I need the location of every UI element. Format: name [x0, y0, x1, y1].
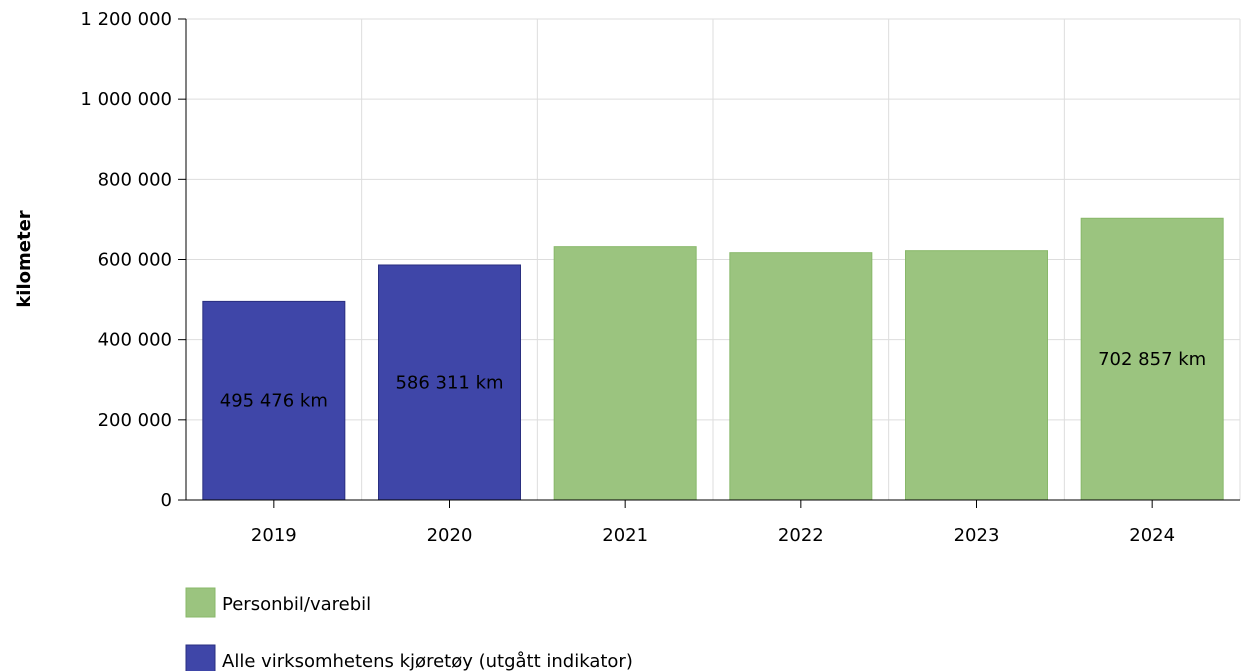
- x-tick-label: 2024: [1129, 525, 1175, 546]
- legend-swatch: [185, 644, 216, 671]
- y-tick-label: 0: [161, 490, 172, 511]
- x-tick-label: 2023: [954, 525, 1000, 546]
- grid-lines: [186, 18, 1241, 500]
- y-tick-label: 400 000: [98, 330, 172, 351]
- bars: [202, 217, 1224, 501]
- bar-2020: [378, 264, 521, 501]
- legend-label: Alle virksomhetens kjøretøy (utgått indi…: [222, 651, 633, 671]
- legend: Personbil/varebil Alle virksomhetens kjør…: [185, 587, 633, 671]
- legend-label: Personbil/varebil: [222, 594, 371, 615]
- x-tick-label: 2019: [251, 525, 297, 546]
- data-label-2024: 702 857 km: [1098, 349, 1206, 370]
- legend-swatch: [185, 587, 216, 618]
- axes: [178, 18, 1240, 508]
- x-tick-labels: 2019 2020 2021 2022 2023 2024: [251, 525, 1175, 546]
- y-tick-label: 600 000: [98, 250, 172, 271]
- bar-2023: [905, 250, 1048, 501]
- y-tick-labels: 0 200 000 400 000 600 000 800 000 1 000 000 1 …: [80, 9, 172, 511]
- x-tick-label: 2021: [602, 525, 648, 546]
- y-axis-title: kilometer: [14, 210, 35, 307]
- y-tick-label: 1 200 000: [80, 9, 172, 30]
- data-labels: 495 476 km 586 311 km 702 857 km: [220, 349, 1206, 412]
- y-tick-label: 1 000 000: [80, 89, 172, 110]
- data-label-2020: 586 311 km: [395, 372, 503, 393]
- bar-2021: [553, 246, 697, 501]
- data-label-2019: 495 476 km: [220, 391, 328, 412]
- bar-2019: [202, 300, 346, 501]
- y-tick-label: 800 000: [98, 169, 172, 190]
- x-tick-label: 2022: [778, 525, 824, 546]
- bar-2022: [729, 252, 873, 501]
- x-tick-label: 2020: [427, 525, 473, 546]
- y-tick-label: 200 000: [98, 410, 172, 431]
